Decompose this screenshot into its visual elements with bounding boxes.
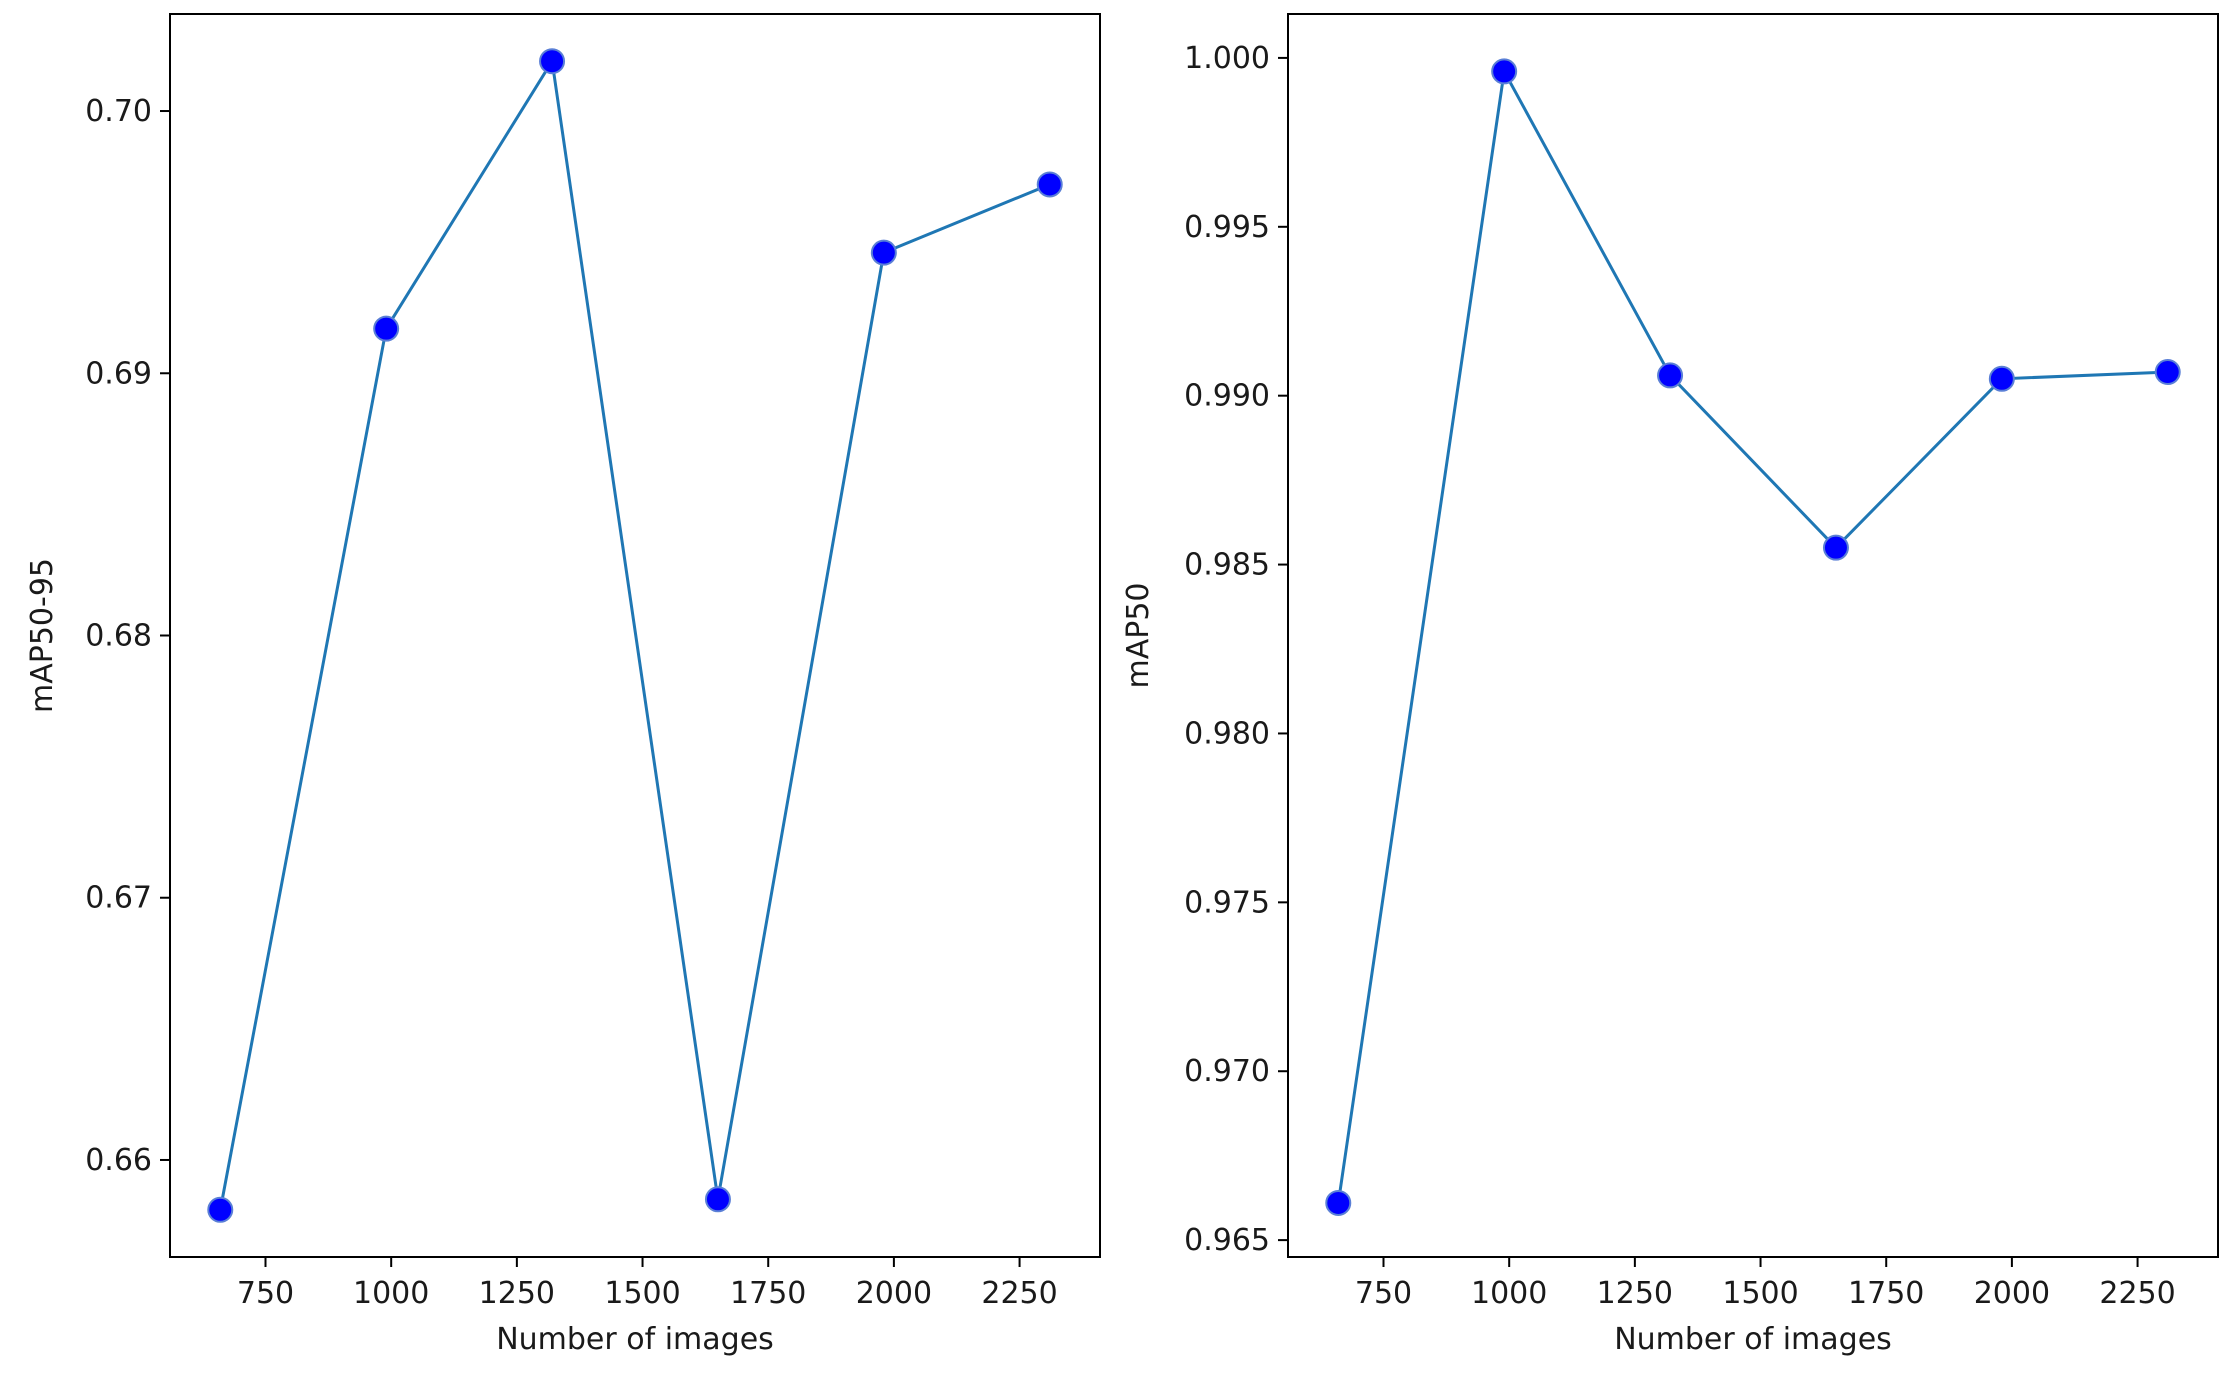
data-point [1491,58,1518,85]
x-tick-label: 1000 [1471,1276,1547,1311]
x-tick-label: 2000 [856,1276,932,1311]
y-axis-label: mAP50-95 [25,558,60,713]
x-axis-label: Number of images [496,1322,774,1357]
x-tick-label: 750 [1355,1276,1412,1311]
x-tick-label: 1500 [1722,1276,1798,1311]
x-tick-label: 1750 [730,1276,806,1311]
y-tick-label: 0.995 [1184,210,1270,245]
y-tick-label: 1.000 [1184,41,1270,76]
x-tick-label: 2250 [2099,1276,2175,1311]
data-point [1657,362,1684,389]
data-point [704,1186,731,1213]
x-tick-label: 1000 [353,1276,429,1311]
x-tick-label: 2250 [981,1276,1057,1311]
y-tick-label: 0.70 [85,94,152,129]
x-tick-label: 2000 [1974,1276,2050,1311]
x-axis-label: Number of images [1614,1322,1892,1357]
x-tick-label: 1500 [604,1276,680,1311]
data-point [1325,1189,1352,1216]
plot-frame [1287,13,2219,1258]
series-line [1336,66,2168,1204]
data-point [373,315,400,342]
chart-panel-left: 750 1000 1250 1500 1750 2000 2250 0.66 0.67 0.68 0… [25,13,1101,1357]
data-point [2154,359,2181,386]
data-point [870,239,897,266]
data-point [539,48,566,75]
y-tick-label: 0.990 [1184,379,1270,414]
x-tick-label: 1750 [1848,1276,1924,1311]
x-tick-label: 1250 [479,1276,555,1311]
y-tick-label: 0.985 [1184,548,1270,583]
y-tick-label: 0.975 [1184,885,1270,920]
y-tick-label: 0.69 [85,356,152,391]
y-tick-label: 0.67 [85,881,152,916]
y-tick-label: 0.970 [1184,1054,1270,1089]
x-tick-label: 1250 [1597,1276,1673,1311]
y-axis-label: mAP50 [1121,582,1156,688]
data-point [1036,171,1063,198]
y-tick-label: 0.66 [85,1143,152,1178]
data-point [1822,534,1849,561]
x-tick-label: 750 [237,1276,294,1311]
data-point [1988,365,2015,392]
chart-panel-right: 750 1000 1250 1500 1750 2000 2250 0.965 0.970 0.9… [1121,13,2219,1357]
y-tick-label: 0.68 [85,619,152,654]
data-point [207,1196,234,1223]
y-tick-label: 0.980 [1184,716,1270,751]
y-tick-label: 0.965 [1184,1223,1270,1258]
series-line [218,56,1051,1211]
